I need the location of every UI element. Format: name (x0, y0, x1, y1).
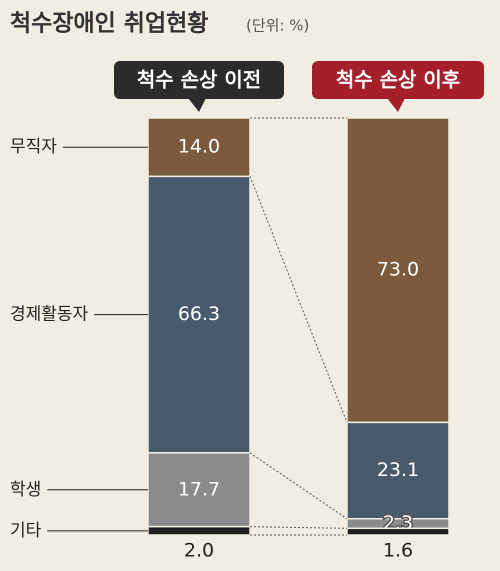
value-label: 1.6 (383, 540, 413, 562)
value-label: 17.7 (178, 478, 220, 500)
value-label: 23.1 (377, 459, 419, 481)
connector (249, 526, 348, 529)
bar-segment (147, 525, 251, 536)
series-label: 학생 (10, 480, 41, 500)
series-label: 무직자 (10, 137, 57, 157)
chart-subtitle: (단위: %) (246, 17, 309, 35)
bar-segment (147, 452, 251, 528)
callout-pointer (387, 98, 405, 112)
bar-segment (346, 421, 450, 520)
callout-box (312, 61, 484, 99)
chart-title: 척수장애인 취업현황 (10, 11, 208, 37)
callout-pointer (188, 98, 206, 112)
bar-segment (346, 527, 450, 536)
bar-header: 척수 손상 이전 (137, 68, 261, 92)
connector (249, 452, 348, 520)
bar-header: 척수 손상 이후 (336, 68, 460, 92)
value-label: 66.3 (178, 303, 220, 325)
series-label: 기타 (10, 521, 42, 541)
connector (249, 176, 348, 423)
callout-after: 척수 손상 이후 (312, 61, 484, 112)
callout-box (114, 61, 284, 99)
value-label: 2.0 (184, 540, 214, 562)
value-label: 73.0 (377, 259, 419, 281)
callout-before: 척수 손상 이전 (114, 61, 284, 112)
value-label: 14.0 (178, 136, 220, 158)
series-label: 경제활동자 (10, 305, 89, 325)
bar-segment (346, 117, 450, 424)
